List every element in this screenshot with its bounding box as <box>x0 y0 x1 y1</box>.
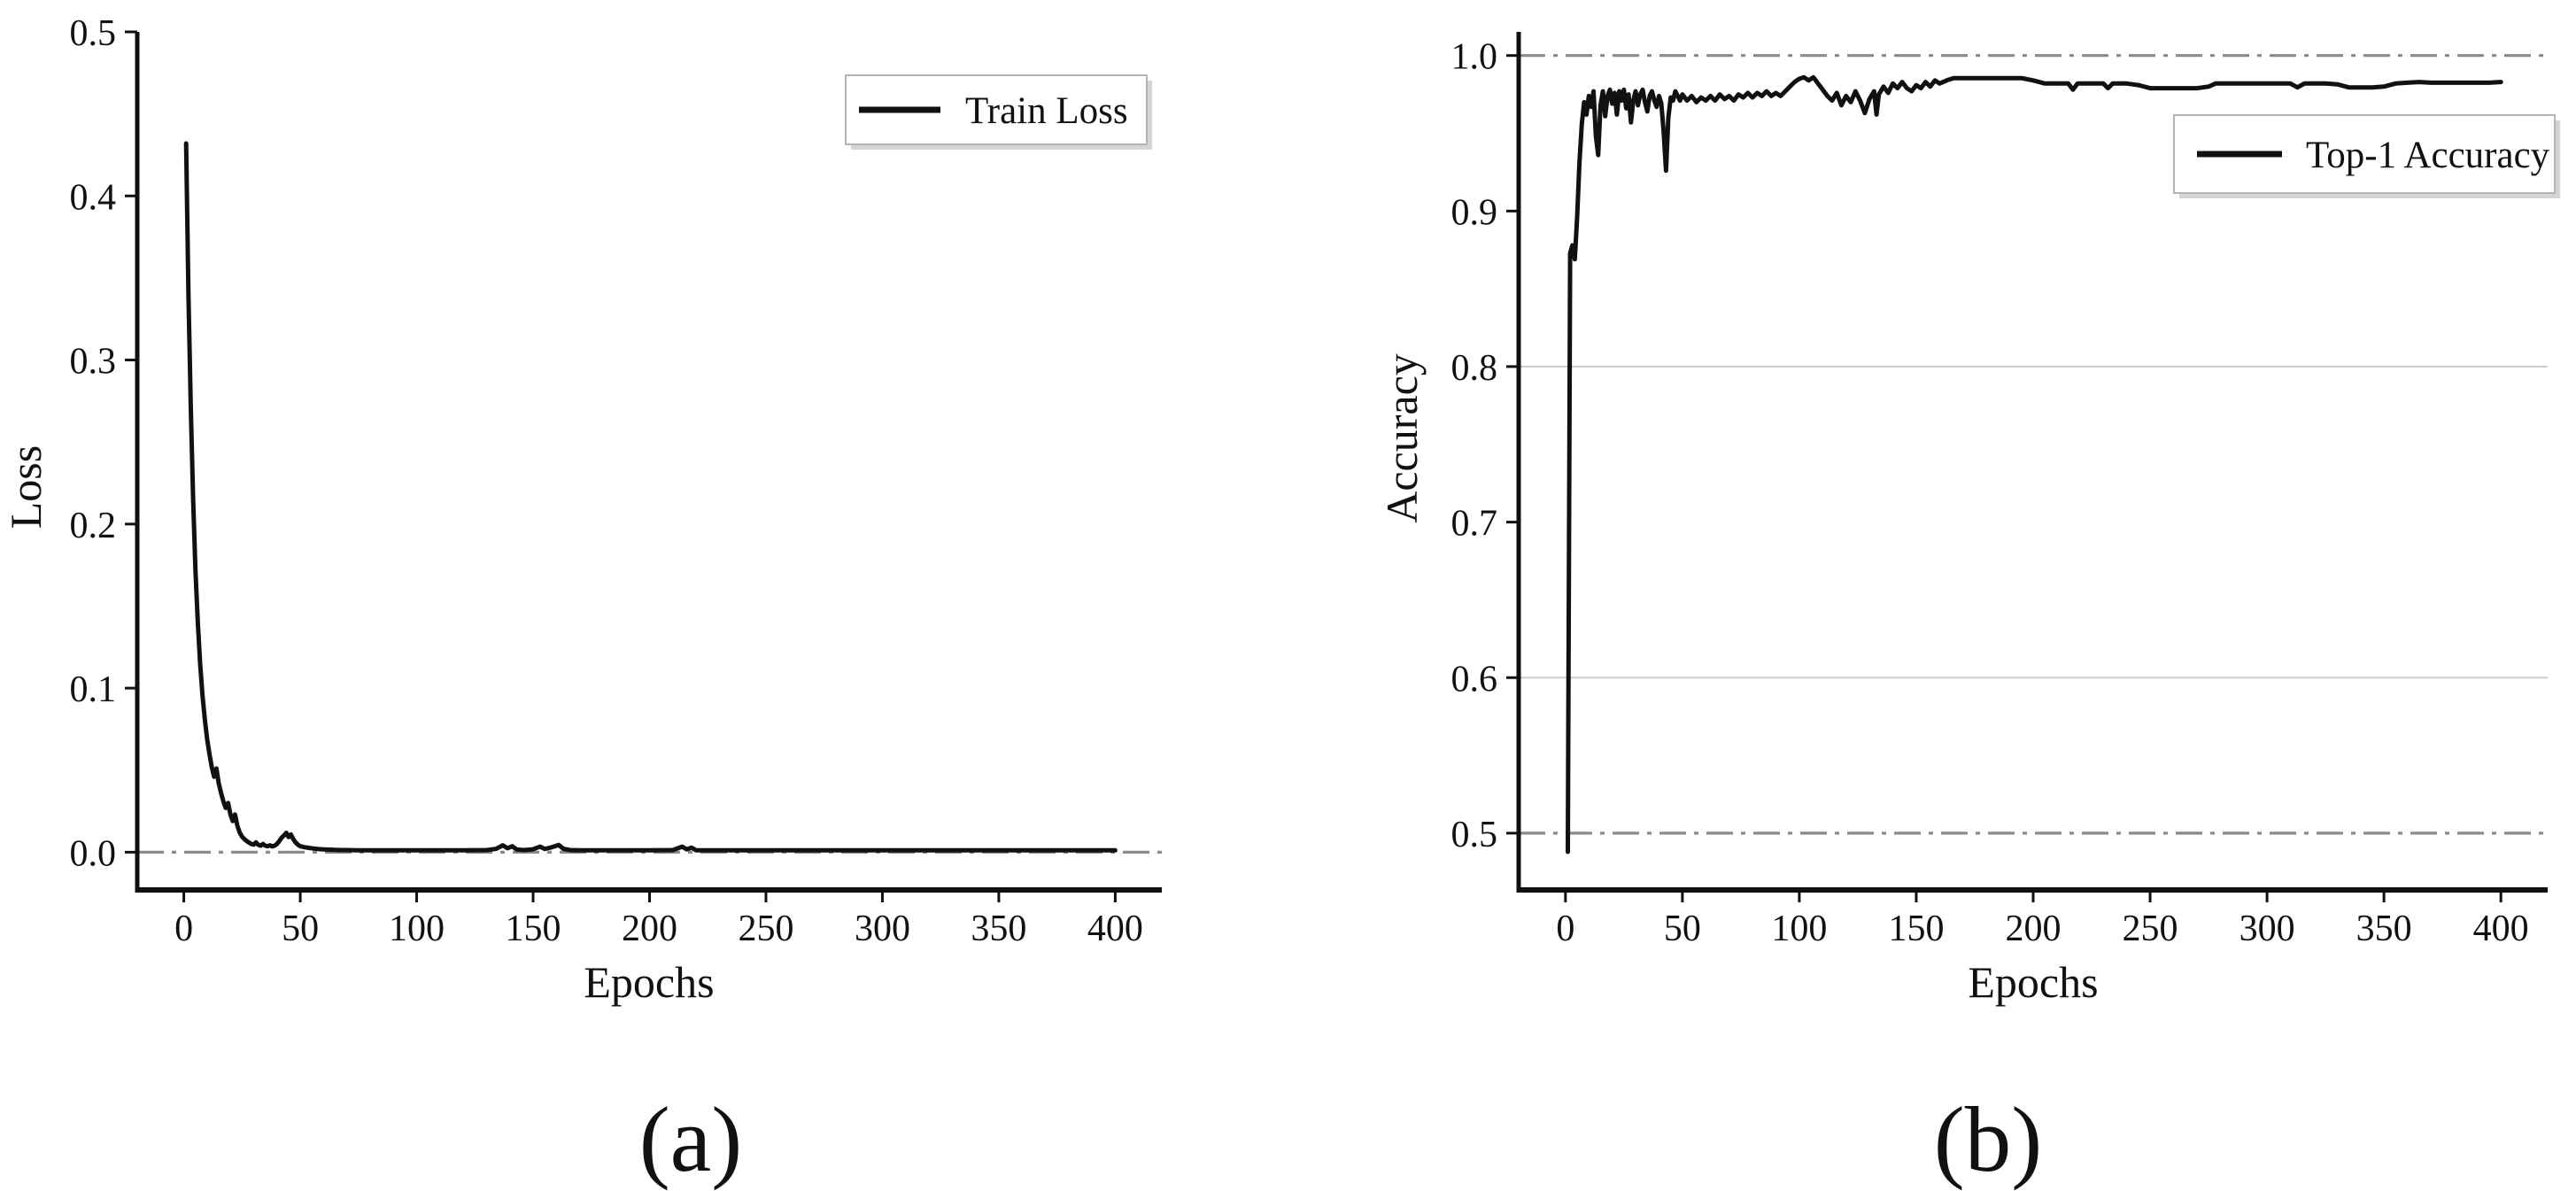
panel-a-x-tick-label: 350 <box>971 909 1026 949</box>
panel-b-x-tick-label: 350 <box>2356 909 2412 949</box>
panel-a-y-tick-label: 0.3 <box>70 342 117 383</box>
panel-b-legend-label: Top-1 Accuracy <box>2306 135 2550 176</box>
panel-a-x-tick-label: 100 <box>389 909 445 949</box>
panel-a-y-tick-label: 0.5 <box>70 13 117 54</box>
panel-b-y-tick-label: 1.0 <box>1451 37 1498 78</box>
panel-b-x-tick-label: 400 <box>2473 909 2529 949</box>
panel-a-y-tick-label: 0.2 <box>70 506 117 546</box>
panel-a-x-tick-label: 400 <box>1087 909 1143 949</box>
panel-b-x-tick-label: 100 <box>1771 909 1827 949</box>
panel-b-x-tick-label: 0 <box>1556 909 1574 949</box>
panel-b-x-tick-label: 50 <box>1664 909 1701 949</box>
panel-b-x-axis-label: Epochs <box>1968 957 2098 1007</box>
panel-b-y-tick-label: 0.9 <box>1451 192 1498 233</box>
panel-a-x-tick-label: 250 <box>738 909 793 949</box>
panel-a-y-axis-label: Loss <box>1 445 50 529</box>
panel-b-y-tick-label: 0.5 <box>1451 815 1498 855</box>
panel-b-x-tick-label: 200 <box>2006 909 2062 949</box>
panel-a-caption: (a) <box>639 1087 743 1191</box>
panel-a-y-tick-label: 0.0 <box>70 833 117 874</box>
panel-b-x-tick-label: 150 <box>1888 909 1944 949</box>
panel-b-x-tick-label: 250 <box>2123 909 2178 949</box>
panel-a-y-tick-label: 0.4 <box>70 177 117 218</box>
panel-b-y-tick-label: 0.8 <box>1451 348 1498 389</box>
panel-a-x-tick-label: 300 <box>855 909 910 949</box>
panel-a-x-tick-label: 50 <box>282 909 319 949</box>
panel-b-y-tick-label: 0.7 <box>1451 504 1498 545</box>
top1-accuracy-curve <box>1566 74 2503 855</box>
panel-b-y-axis-label: Accuracy <box>1377 353 1427 523</box>
panel-a-x-tick-label: 200 <box>622 909 677 949</box>
panel-a-x-axis-label: Epochs <box>584 957 714 1007</box>
panel-a-legend-label: Train Loss <box>965 90 1128 132</box>
panel-a-x-tick-label: 150 <box>506 909 561 949</box>
panel-b-y-tick-label: 0.6 <box>1451 659 1498 700</box>
panel-a-x-tick-label: 0 <box>174 909 193 949</box>
panel-b-caption: (b) <box>1934 1087 2042 1191</box>
train-loss-curve <box>183 141 1118 853</box>
panel-a-y-tick-label: 0.1 <box>70 669 117 710</box>
panel-b-x-tick-label: 300 <box>2239 909 2295 949</box>
